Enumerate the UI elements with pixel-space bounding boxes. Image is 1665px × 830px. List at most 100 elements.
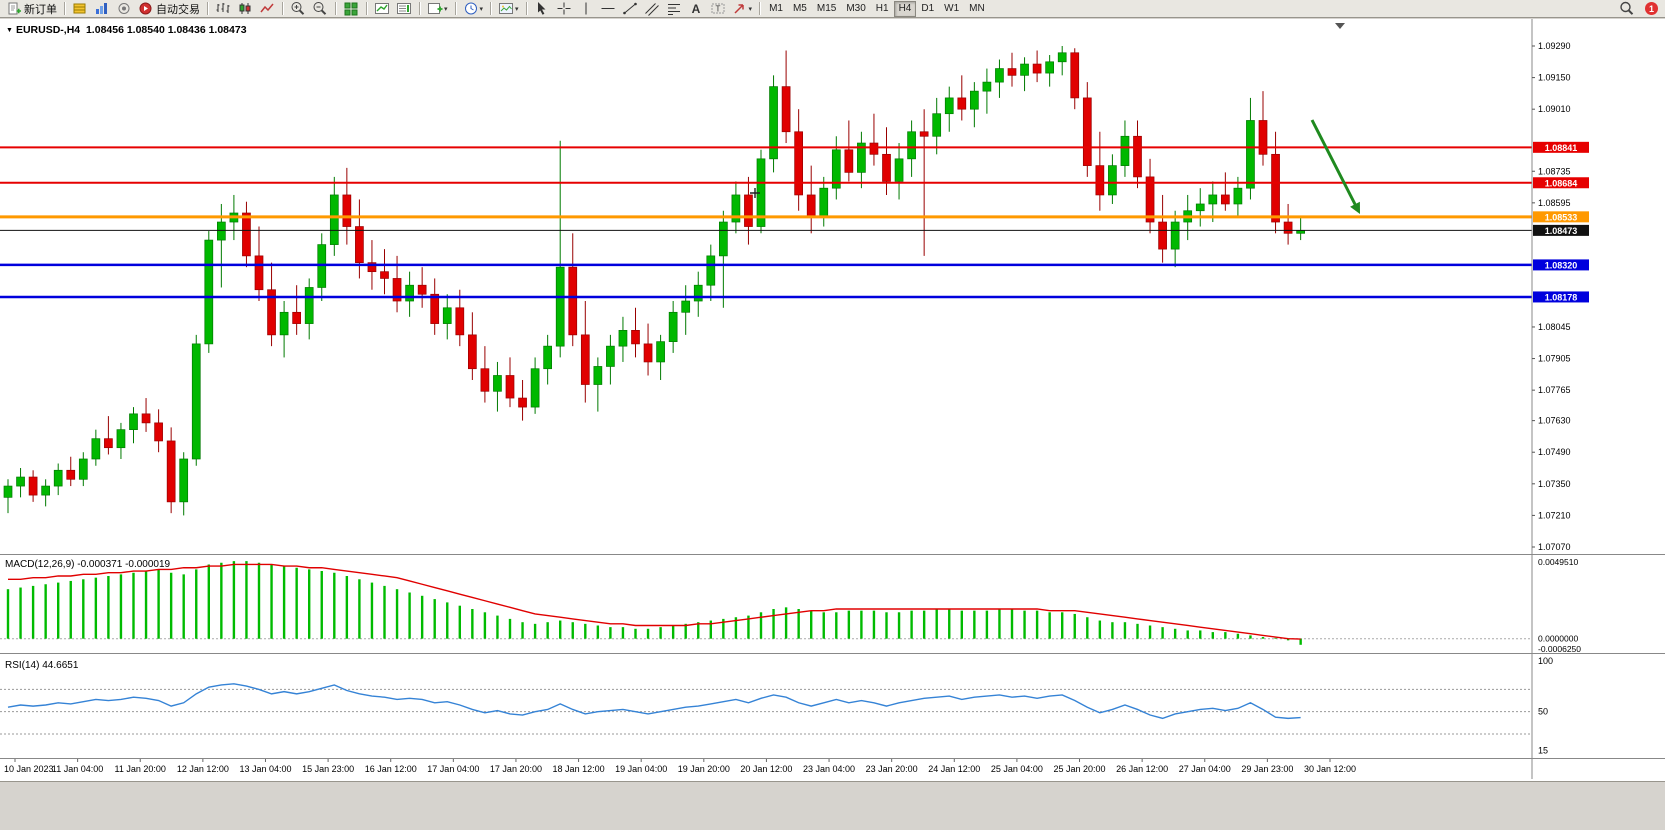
window-bottom-area	[0, 781, 1665, 830]
time-tick-label: 18 Jan 12:00	[553, 764, 605, 774]
candles-icon	[237, 1, 253, 16]
collapse-triangle-icon[interactable]: ▼	[6, 27, 13, 34]
timeframe-button-mn[interactable]: MN	[969, 3, 985, 14]
time-tick-label: 23 Jan 04:00	[803, 764, 855, 774]
macd-axis-label: 0.0049510	[1538, 557, 1578, 567]
indicators-button[interactable]	[371, 1, 393, 17]
chart-canvas[interactable]: 1.09290 1.09150 1.09010 1.08735 1.08595 1.080…	[0, 19, 1665, 781]
autotrade-button-label: 自动交易	[156, 3, 200, 16]
zoom-out-button[interactable]	[309, 1, 331, 17]
candle-body	[1283, 221, 1293, 234]
trendline-button[interactable]	[619, 1, 641, 17]
price-badge	[1533, 211, 1589, 223]
picture-icon	[498, 1, 514, 16]
candle-body	[882, 153, 891, 182]
candle-body	[1145, 176, 1155, 223]
candle-body	[355, 226, 364, 263]
arrows-icon	[732, 1, 748, 16]
candle-body	[405, 284, 414, 302]
candlestick-button[interactable]	[234, 1, 256, 17]
price-badges: 1.08841 1.08684 1.08533 1.08473 1.08320 1.081…	[1533, 141, 1589, 303]
text-button[interactable]: A	[685, 1, 707, 17]
timeframe-button-d1[interactable]: D1	[921, 3, 935, 14]
candle-body	[1057, 52, 1067, 63]
chart-shift-marker[interactable]	[1335, 23, 1345, 29]
plus-marker	[750, 188, 760, 198]
search-button[interactable]	[1616, 1, 1638, 17]
channel-button[interactable]	[641, 1, 663, 17]
candle-body	[530, 368, 540, 408]
fibonacci-button[interactable]	[663, 1, 685, 17]
price-badge-label: 1.08320	[1545, 260, 1578, 270]
candle-body	[3, 485, 13, 498]
timeframe-button-h1[interactable]: H1	[875, 3, 889, 14]
candle-body	[267, 289, 276, 336]
notification-badge[interactable]: 1	[1645, 2, 1658, 15]
timeframe-button-m1[interactable]: M1	[769, 3, 783, 14]
candle-body	[693, 284, 703, 302]
time-tick-label: 27 Jan 04:00	[1179, 764, 1231, 774]
candle-body	[104, 438, 113, 449]
timeframe-button-m15[interactable]: M15	[816, 3, 837, 14]
timeframe-button-m30[interactable]: M30	[846, 3, 866, 14]
candle-body	[380, 271, 389, 279]
candle-body	[1070, 52, 1080, 99]
chart-list-icon	[396, 1, 412, 16]
macd-signal-line	[8, 563, 1301, 640]
vertical-line-button[interactable]	[575, 1, 597, 17]
label-button[interactable]: T	[707, 1, 729, 17]
candle-body	[1120, 135, 1130, 166]
bar-chart-button[interactable]	[212, 1, 234, 17]
trend-arrow-annotation[interactable]	[1310, 119, 1358, 208]
price-tick-label: 1.07905	[1538, 354, 1571, 364]
crosshair-button[interactable]	[553, 1, 575, 17]
candle-body	[606, 345, 615, 367]
template-button[interactable]: ▾	[495, 1, 522, 17]
candle-body	[53, 469, 63, 487]
indicator-list-button[interactable]	[393, 1, 415, 17]
toolbar-separator	[525, 2, 527, 15]
toolbar-separator	[207, 2, 208, 15]
autotrade-button[interactable]: 自动交易	[135, 1, 203, 17]
time-tick-label: 26 Jan 12:00	[1116, 764, 1168, 774]
candle-body	[844, 149, 854, 173]
rsi-indicator: 100 50 15	[0, 656, 1553, 756]
new-order-button[interactable]: 新订单	[3, 1, 60, 17]
price-axis[interactable]: 1.09290 1.09150 1.09010 1.08735 1.08595 1.080…	[1531, 19, 1571, 779]
candle-body	[329, 194, 339, 245]
candle-body	[28, 476, 38, 496]
horizontal-line-button[interactable]	[597, 1, 619, 17]
candle-body	[618, 330, 628, 347]
pane-separators	[0, 554, 1665, 759]
chart-blue-button[interactable]	[91, 1, 113, 17]
timeframe-button-m5[interactable]: M5	[792, 3, 807, 14]
zoom-in-button[interactable]	[287, 1, 309, 17]
candle-body	[681, 300, 691, 313]
macd-indicator: 0.0049510 0.0000000-0.0006250	[0, 557, 1581, 654]
candle-body	[342, 194, 352, 227]
sound-button[interactable]	[113, 1, 135, 17]
tile-icon	[343, 1, 359, 16]
price-badge-label: 1.08841	[1545, 143, 1578, 153]
price-tick-label: 1.08735	[1538, 166, 1571, 176]
candle-body	[518, 397, 527, 408]
chart-up-icon	[374, 1, 390, 16]
toolbar-separator	[419, 2, 420, 15]
price-badge	[1533, 291, 1589, 303]
timeframe-button-h4[interactable]: H4	[893, 0, 917, 17]
period-button[interactable]: ▾	[460, 1, 487, 17]
tile-windows-button[interactable]	[340, 1, 362, 17]
chart-gold-button[interactable]	[69, 1, 91, 17]
arrows-button[interactable]: ▾	[729, 1, 756, 17]
candle-body	[643, 343, 653, 363]
candle-body	[982, 81, 992, 92]
add-indicator-button[interactable]: ▾	[424, 1, 451, 17]
time-tick-label: 25 Jan 04:00	[991, 764, 1043, 774]
price-tick-label: 1.07210	[1538, 510, 1571, 520]
cursor-button[interactable]	[531, 1, 553, 17]
line-chart-button[interactable]	[256, 1, 278, 17]
candle-body	[919, 131, 929, 137]
candle-body	[1032, 63, 1042, 74]
timeframe-button-w1[interactable]: W1	[944, 3, 960, 14]
